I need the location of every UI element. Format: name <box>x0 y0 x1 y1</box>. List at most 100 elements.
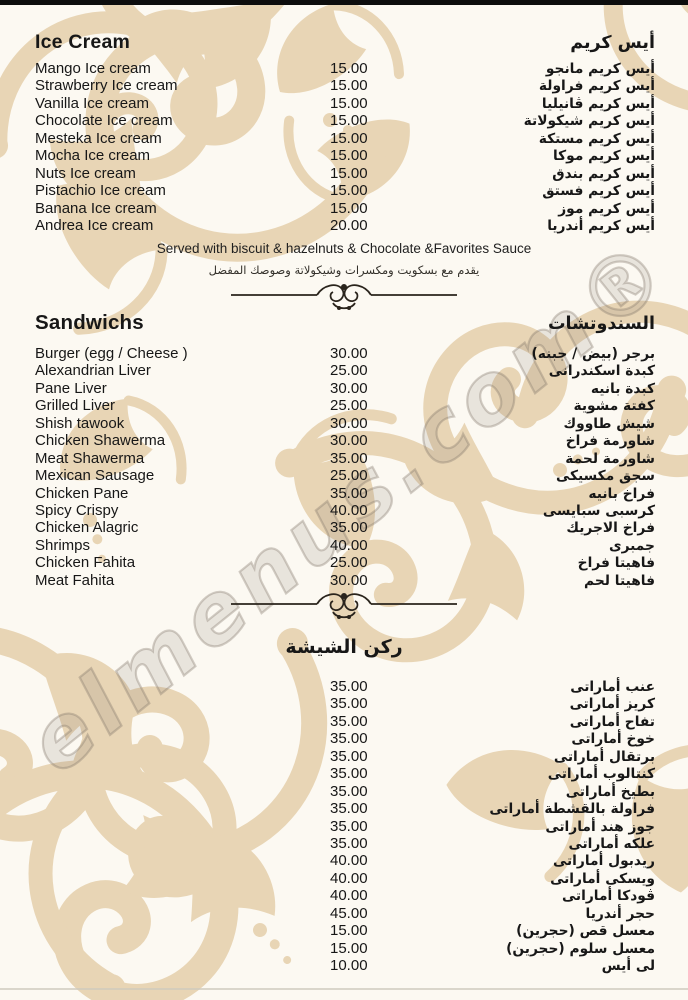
menu-row: 45.00 حجر أندريا <box>35 905 655 922</box>
section-header-sandwiches: Sandwichs السندوتشات <box>35 311 655 335</box>
item-name-ar: بطيخ أماراتى <box>565 783 655 800</box>
menu-row: 15.00 معسل قص (حجرين) <box>35 922 655 939</box>
item-name-ar: شاورمة فراخ <box>565 433 655 450</box>
menu-row: 40.00 ريدبول أماراتى <box>35 852 655 869</box>
menu-row: 35.00 بطيخ أماراتى <box>35 783 655 800</box>
menu-row: Vanilla Ice cream 15.00 أيس كريم ڤانيليا <box>35 95 655 112</box>
item-name-en: Meat Shawerma <box>35 449 145 467</box>
item-price: 40.00 <box>330 869 368 887</box>
flourish-divider-icon <box>231 593 457 619</box>
item-price: 35.00 <box>330 519 368 537</box>
item-price: 35.00 <box>330 678 368 695</box>
item-price: 35.00 <box>330 817 368 835</box>
item-price: 15.00 <box>330 77 368 95</box>
menu-row: Shish tawook 30.00 شيش طاووك <box>35 415 655 432</box>
item-name-en: Chicken Shawerma <box>35 432 166 450</box>
item-name-ar: لى أيس <box>601 958 655 974</box>
item-name-ar: جمبرى <box>608 537 655 554</box>
item-price: 35.00 <box>330 695 368 713</box>
ice-cream-item-list: Mango Ice cream 15.00 أيس كريم مانجو Strawb… <box>35 60 655 234</box>
menu-row: 35.00 عنب أماراتى <box>35 678 655 695</box>
menu-row: Grilled Liver 25.00 كفتة مشوية <box>35 397 655 414</box>
item-price: 30.00 <box>330 432 368 450</box>
item-price: 25.00 <box>330 467 368 485</box>
item-price: 35.00 <box>330 834 368 852</box>
sandwiches-title-ar: السندوتشات <box>547 314 655 334</box>
item-name-ar: فراخ بانيه <box>588 485 655 502</box>
item-name-ar: فراخ الاجريك <box>566 520 655 537</box>
item-name-en: Meat Fahita <box>35 571 115 589</box>
menu-row: Mexican Sausage 25.00 سجق مكسيكى <box>35 467 655 484</box>
item-price: 15.00 <box>330 129 368 147</box>
item-price: 15.00 <box>330 939 368 957</box>
item-name-ar: أيس كريم فراولة <box>538 78 655 95</box>
menu-row: 15.00 معسل سلوم (حجرين) <box>35 940 655 957</box>
item-name-ar: أيس كريم مستكة <box>538 130 655 147</box>
shisha-item-list: 35.00 عنب أماراتى 35.00 كريز أماراتى 35.00 تف… <box>35 678 655 974</box>
item-name-en: Mocha Ice cream <box>35 147 151 165</box>
menu-row: Meat Fahita 30.00 فاهيتا لحم <box>35 572 655 589</box>
menu-row: 10.00 لى أيس <box>35 957 655 974</box>
item-price: 15.00 <box>330 94 368 112</box>
item-price: 15.00 <box>330 922 368 940</box>
item-price: 40.00 <box>330 887 368 905</box>
item-name-en: Strawberry Ice cream <box>35 77 178 95</box>
item-price: 35.00 <box>330 747 368 765</box>
ice-cream-title-en: Ice Cream <box>35 31 131 53</box>
ornament-divider <box>0 590 688 622</box>
item-price: 30.00 <box>330 414 368 432</box>
item-name-ar: أيس كريم ڤانيليا <box>541 95 655 112</box>
menu-row: Mocha Ice cream 15.00 أيس كريم موكا <box>35 147 655 164</box>
item-name-ar: كرسبى سبايسى <box>542 502 655 519</box>
item-name-en: Mango Ice cream <box>35 60 151 77</box>
menu-row: 35.00 كنتالوب أماراتى <box>35 765 655 782</box>
item-name-ar: أيس كريم موز <box>558 200 655 217</box>
item-price: 25.00 <box>330 397 368 415</box>
menu-row: Chicken Fahita 25.00 فاهيتا فراخ <box>35 554 655 571</box>
menu-row: Chicken Shawerma 30.00 شاورمة فراخ <box>35 432 655 449</box>
item-name-ar: أيس كريم مانجو <box>545 61 655 77</box>
item-price: 35.00 <box>330 782 368 800</box>
menu-row: Burger (egg / Cheese ) 30.00 برجر (بيض / ج… <box>35 345 655 362</box>
item-name-ar: برجر (بيض / جبنه) <box>531 346 655 362</box>
item-price: 35.00 <box>330 800 368 818</box>
item-name-ar: أيس كريم موكا <box>552 148 655 165</box>
serving-note-en: Served with biscuit & hazelnuts & Chocol… <box>156 241 532 256</box>
item-name-en: Andrea Ice cream <box>35 216 154 234</box>
menu-row: Pistachio Ice cream 15.00 أيس كريم فستق <box>35 182 655 199</box>
item-price: 40.00 <box>330 501 368 519</box>
item-name-ar: كبدة بانيه <box>590 380 655 397</box>
menu-row: Alexandrian Liver 25.00 كبدة اسكندرانى <box>35 362 655 379</box>
item-name-ar: كريز أماراتى <box>569 696 655 713</box>
flourish-divider-icon <box>231 284 457 310</box>
menu-row: Nuts Ice cream 15.00 أيس كريم بندق <box>35 165 655 182</box>
item-name-ar: فاهيتا لحم <box>584 572 655 589</box>
item-name-en: Spicy Crispy <box>35 501 119 519</box>
item-price: 35.00 <box>330 449 368 467</box>
item-name-ar: حجر أندريا <box>585 905 655 922</box>
item-name-ar: جوز هند أماراتى <box>545 818 655 835</box>
item-price: 15.00 <box>330 199 368 217</box>
item-name-en: Pane Liver <box>35 379 107 397</box>
item-name-ar: ويسكى أماراتى <box>550 870 655 887</box>
item-name-en: Nuts Ice cream <box>35 164 136 182</box>
item-name-en: Burger (egg / Cheese ) <box>35 345 188 362</box>
menu-row: Mango Ice cream 15.00 أيس كريم مانجو <box>35 60 655 77</box>
item-price: 40.00 <box>330 536 368 554</box>
item-name-ar: أيس كريم بندق <box>552 165 655 182</box>
section-header-shisha: ركن الشيشة <box>285 636 403 658</box>
item-name-ar: شاورمة لحمة <box>565 450 655 467</box>
item-price: 20.00 <box>330 216 368 234</box>
menu-row: Meat Shawerma 35.00 شاورمة لحمة <box>35 450 655 467</box>
menu-row: 35.00 خوخ أماراتى <box>35 730 655 747</box>
item-name-en: Alexandrian Liver <box>35 362 151 380</box>
menu-row: Chicken Alagric 35.00 فراخ الاجريك <box>35 519 655 536</box>
menu-row: 35.00 كريز أماراتى <box>35 695 655 712</box>
item-price: 35.00 <box>330 765 368 783</box>
item-name-en: Chocolate Ice cream <box>35 112 173 130</box>
item-price: 15.00 <box>330 164 368 182</box>
item-name-ar: علكه أماراتى <box>568 835 655 852</box>
item-name-en: Chicken Fahita <box>35 554 136 572</box>
